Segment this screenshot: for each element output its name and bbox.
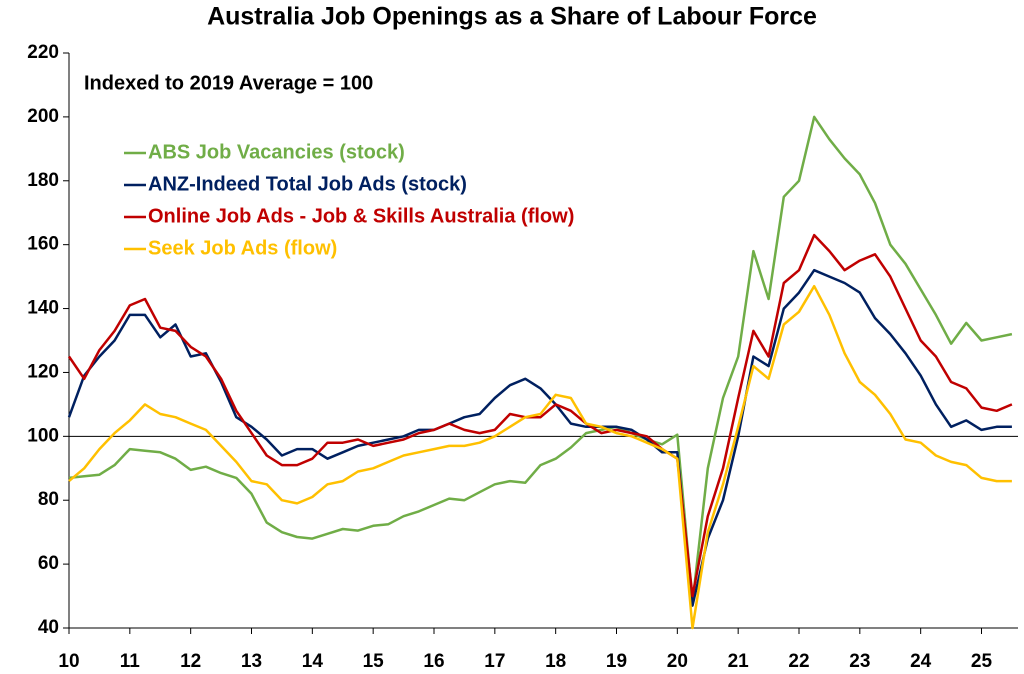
y-tick-label: 100 — [27, 425, 59, 446]
x-tick-label: 15 — [363, 651, 385, 672]
legend-label: Seek Job Ads (flow) — [148, 237, 337, 259]
x-tick-label: 11 — [120, 651, 141, 672]
series-line — [67, 233, 1013, 598]
x-tick-label: 21 — [728, 651, 750, 672]
x-tick-label: 20 — [667, 651, 688, 672]
legend-label: Online Job Ads - Job & Skills Australia … — [148, 205, 574, 227]
y-tick-label: 140 — [27, 298, 59, 319]
y-tick-label: 80 — [38, 489, 59, 510]
x-tick-label: 16 — [423, 651, 444, 672]
legend-label: ABS Job Vacancies (stock) — [148, 141, 405, 163]
y-tick-label: 40 — [38, 617, 59, 638]
x-tick-label: 25 — [971, 651, 993, 672]
x-tick-label: 23 — [849, 651, 870, 672]
y-tick-label: 160 — [27, 234, 59, 255]
x-tick-label: 19 — [606, 651, 627, 672]
x-tick-label: 18 — [545, 651, 566, 672]
x-tick-label: 12 — [180, 651, 201, 672]
x-tick-label: 22 — [788, 651, 809, 672]
series-line — [68, 115, 1013, 604]
series-line — [67, 268, 1012, 607]
x-tick-label: 10 — [58, 651, 79, 672]
y-tick-label: 120 — [27, 361, 59, 382]
x-tick-label: 24 — [910, 651, 932, 672]
y-tick-label: 220 — [27, 42, 59, 63]
x-tick-label: 17 — [484, 651, 505, 672]
x-tick-label: 13 — [241, 651, 262, 672]
y-tick-label: 180 — [27, 170, 59, 191]
x-tick-label: 14 — [302, 651, 324, 672]
chart-title: Australia Job Openings as a Share of Lab… — [207, 3, 817, 31]
y-tick-label: 200 — [27, 106, 59, 127]
series-line — [68, 284, 1012, 630]
y-tick-label: 60 — [38, 553, 59, 574]
annotation: Indexed to 2019 Average = 100 — [84, 72, 373, 94]
legend-label: ANZ-Indeed Total Job Ads (stock) — [148, 173, 467, 195]
